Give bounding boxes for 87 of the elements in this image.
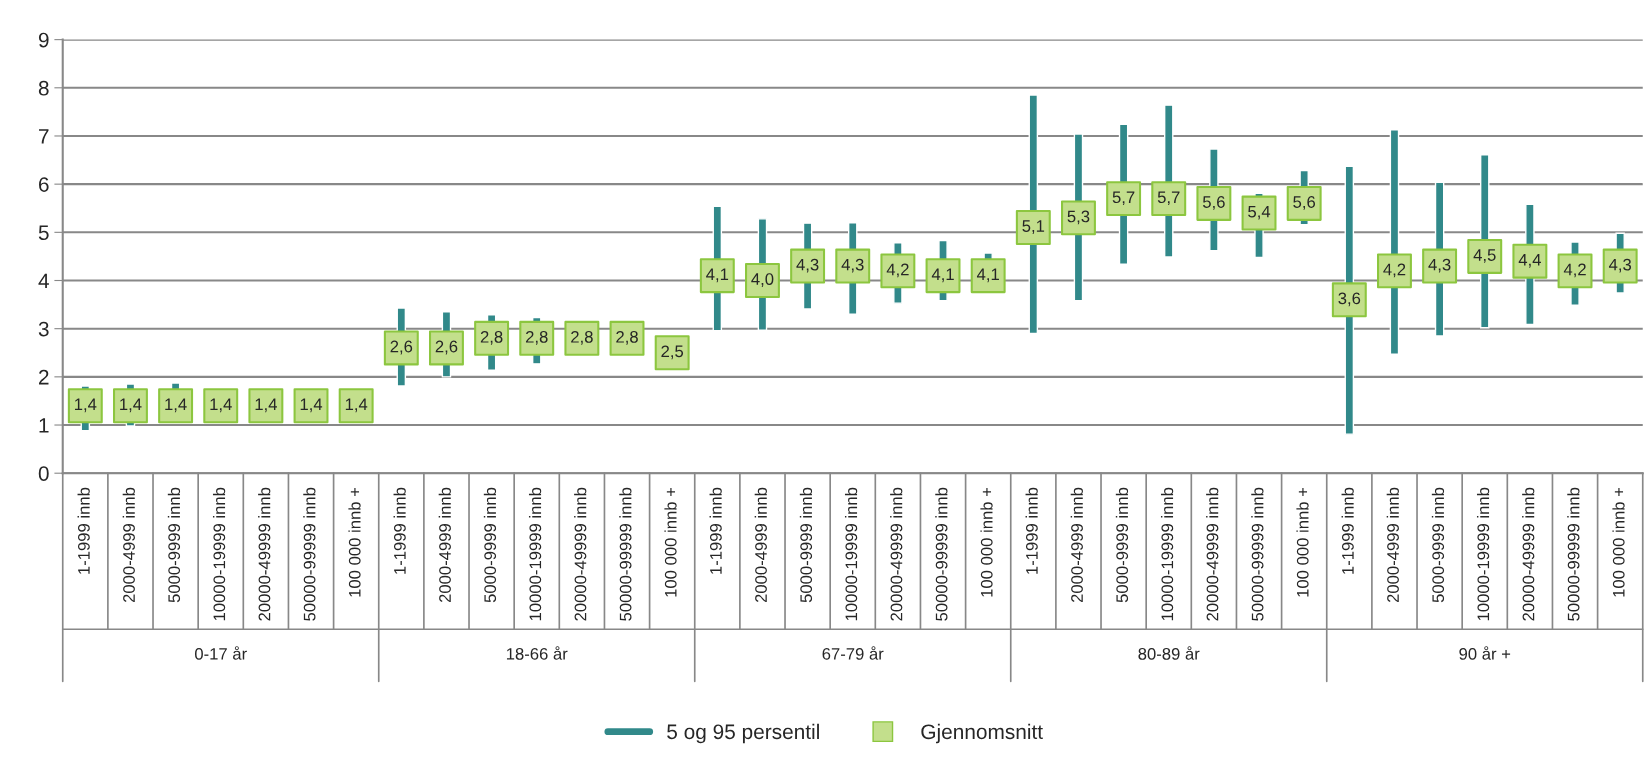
x-tick-label: 2000-4999 innb xyxy=(1070,487,1083,603)
y-tick-label: 0 xyxy=(38,466,49,481)
data-label: 4,2 xyxy=(1563,263,1586,278)
y-tick-label: 2 xyxy=(39,369,49,385)
data-label: 2,6 xyxy=(435,340,458,355)
data-label: 4,1 xyxy=(931,268,954,283)
x-tick-label: 5000-9999 innb xyxy=(483,487,497,603)
data-label: 5,4 xyxy=(1248,205,1271,220)
x-tick-label: 1-1999 innb xyxy=(77,487,90,574)
x-tick-label: 10000-19999 innb xyxy=(1476,487,1490,621)
data-label: 2,8 xyxy=(526,330,548,345)
data-label: 5,1 xyxy=(1022,220,1045,234)
data-label: 4,3 xyxy=(841,258,864,273)
x-tick-label: 10000-19999 innb xyxy=(212,487,226,621)
data-label: 2,5 xyxy=(661,345,684,360)
x-tick-label: 5000-9999 innb xyxy=(167,487,181,603)
data-label: 1,4 xyxy=(255,398,277,413)
x-tick-label: 100 000 innb + xyxy=(664,487,677,597)
data-label: 5,6 xyxy=(1293,196,1316,210)
data-label: 3,6 xyxy=(1338,292,1361,307)
x-tick-label: 50000-99999 innb xyxy=(303,487,316,621)
x-tick-label: 2000-4999 innb xyxy=(754,487,767,603)
x-tick-label: 5000-9999 innb xyxy=(1431,487,1445,603)
x-tick-label: 2000-4999 innb xyxy=(1386,487,1399,603)
x-tick-label: 50000-99999 innb xyxy=(935,487,948,621)
y-tick-label: 4 xyxy=(38,273,49,289)
x-tick-label: 100 000 innb + xyxy=(1296,487,1309,597)
data-label: 4,3 xyxy=(1428,258,1451,273)
data-label: 2,8 xyxy=(616,330,638,345)
y-tick-label: 1 xyxy=(39,418,49,433)
text: 90 år + xyxy=(1459,646,1511,660)
x-tick-label: 20000-49999 innb xyxy=(1522,487,1535,621)
x-tick-label: 2000-4999 innb xyxy=(122,487,135,603)
text: 67-79 år xyxy=(822,646,884,660)
data-label: 1,4 xyxy=(120,398,142,413)
text: 0-17 år xyxy=(194,646,247,660)
x-tick-label: 50000-99999 innb xyxy=(1567,487,1580,621)
x-tick-label: 5000-9999 innb xyxy=(799,487,813,603)
data-label: 4,2 xyxy=(1383,263,1406,278)
x-tick-label: 2000-4999 innb xyxy=(438,487,451,603)
data-label: 4,4 xyxy=(1518,254,1541,268)
data-label: 5,6 xyxy=(1202,196,1225,210)
x-tick-label: 100 000 innb + xyxy=(1612,487,1625,597)
x-tick-label: 50000-99999 innb xyxy=(619,487,632,621)
x-tick-label: 50000-99999 innb xyxy=(1251,487,1264,621)
y-tick-label: 5 xyxy=(38,225,49,241)
x-tick-label: 100 000 innb + xyxy=(980,487,993,597)
data-label: 1,4 xyxy=(345,398,368,413)
data-label: 4,3 xyxy=(796,258,819,273)
legend-label: 5 og 95 persentil xyxy=(667,723,819,744)
y-tick-label: 9 xyxy=(38,32,49,48)
data-label: 1,4 xyxy=(75,398,97,413)
y-tick-label: 6 xyxy=(39,177,49,192)
data-label: 1,4 xyxy=(210,398,232,413)
x-tick-label: 100 000 innb + xyxy=(348,487,361,597)
x-tick-label: 1-1999 innb xyxy=(1341,487,1354,574)
data-label: 2,6 xyxy=(390,340,413,355)
data-label: 4,5 xyxy=(1473,249,1496,263)
x-tick-label: 10000-19999 innb xyxy=(1160,487,1174,621)
data-label: 5,7 xyxy=(1157,191,1180,206)
x-tick-label: 5000-9999 innb xyxy=(1115,487,1129,603)
data-label: 4,1 xyxy=(706,268,729,283)
data-label: 1,4 xyxy=(165,398,187,413)
y-tick-label: 3 xyxy=(38,321,49,337)
y-tick-label: 7 xyxy=(39,129,49,144)
x-tick-label: 1-1999 innb xyxy=(709,487,722,574)
x-tick-label: 1-1999 innb xyxy=(1025,487,1038,574)
data-label: 2,8 xyxy=(571,330,593,345)
legend-label: Gjennomsnitt xyxy=(921,723,1043,744)
text: 18-66 år xyxy=(506,646,568,660)
x-tick-label: 20000-49999 innb xyxy=(1206,487,1219,621)
data-label: 4,0 xyxy=(751,273,774,287)
data-label: 5,3 xyxy=(1067,210,1090,225)
data-label: 4,1 xyxy=(976,268,999,283)
data-label: 4,3 xyxy=(1608,258,1632,273)
x-tick-label: 20000-49999 innb xyxy=(890,487,903,621)
x-tick-label: 20000-49999 innb xyxy=(258,487,271,621)
text: 80-89 år xyxy=(1138,646,1200,660)
data-label: 5,7 xyxy=(1112,191,1135,206)
x-tick-label: 1-1999 innb xyxy=(393,487,406,574)
y-tick-label: 8 xyxy=(38,80,49,96)
data-label: 1,4 xyxy=(300,398,323,413)
x-tick-label: 10000-19999 innb xyxy=(528,487,542,621)
x-tick-label: 20000-49999 innb xyxy=(574,487,587,621)
data-label: 4,2 xyxy=(886,263,909,278)
x-tick-label: 10000-19999 innb xyxy=(844,487,858,621)
data-label: 2,8 xyxy=(480,330,503,345)
